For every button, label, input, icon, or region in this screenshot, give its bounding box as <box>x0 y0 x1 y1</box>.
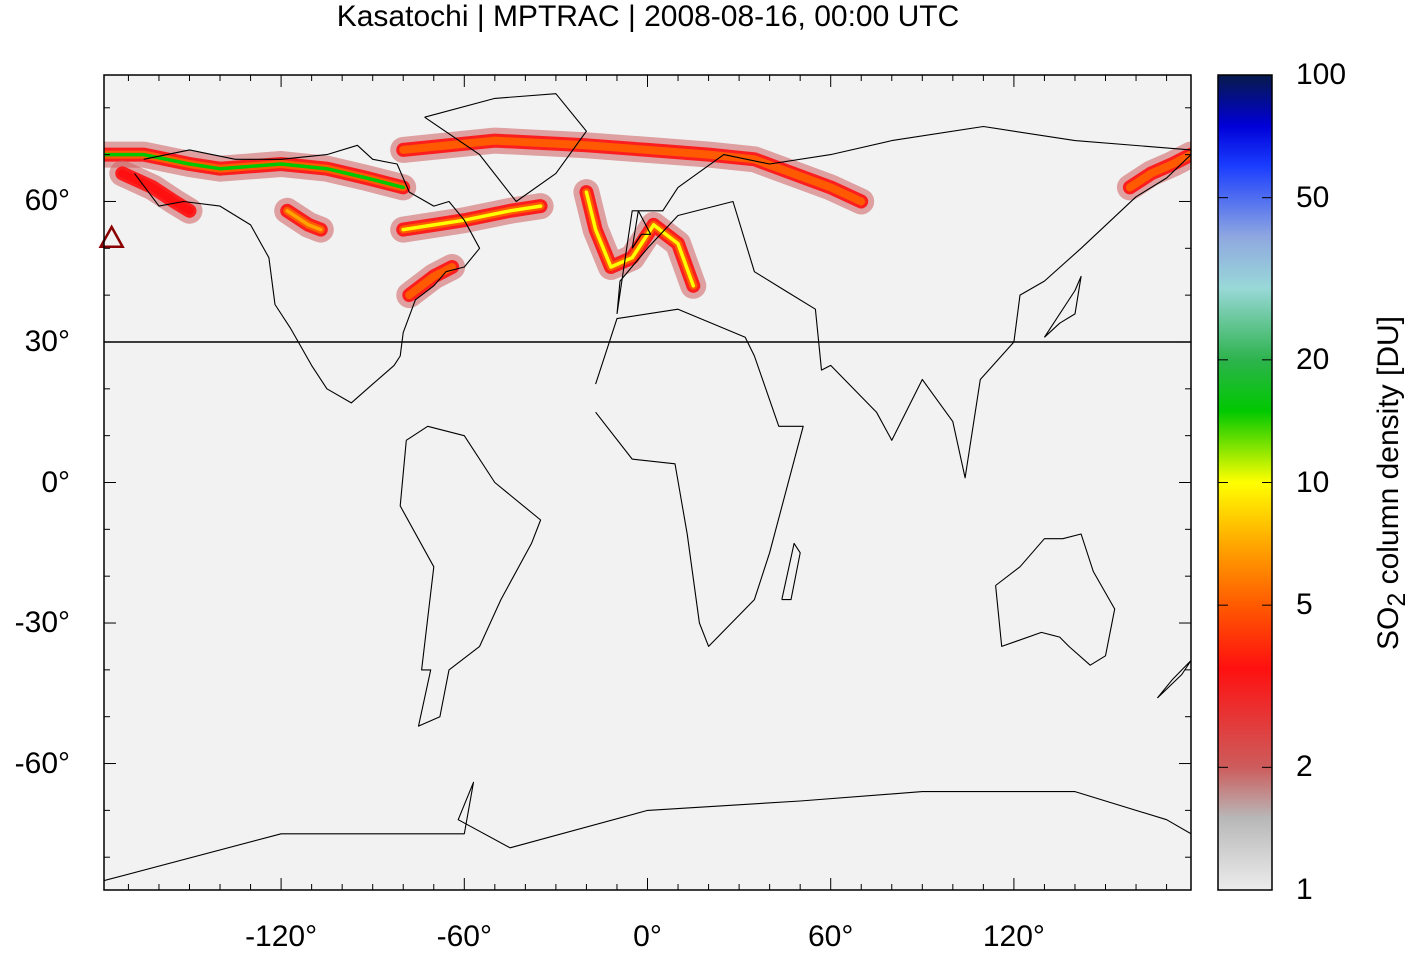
map-title: Kasatochi | MPTRAC | 2008-08-16, 00:00 U… <box>336 0 960 33</box>
colorbar-title-main: SO <box>1372 606 1405 651</box>
y-tick-label: 0° <box>41 465 70 499</box>
colorbar-tick-label: 10 <box>1296 465 1330 499</box>
plume-east-siberia-band-3 <box>1128 152 1191 190</box>
y-tick-label: -60° <box>14 746 70 780</box>
colorbar-tick-label: 50 <box>1296 180 1330 214</box>
colorbar-tick-label: 1 <box>1296 873 1313 906</box>
y-tick-label: -30° <box>14 606 70 640</box>
coastline-madagascar <box>781 542 801 601</box>
map-background <box>104 75 1191 890</box>
coastline-australia <box>995 533 1116 666</box>
colorbar-tick-label: 2 <box>1296 750 1313 784</box>
colorbar-title: SO2 column density [DU] <box>1372 316 1411 650</box>
coastline-japan <box>1043 275 1082 338</box>
plume-newfoundland-band-3 <box>407 265 454 297</box>
plume-alaska-yukon-band-3 <box>104 152 405 190</box>
coastline-layer <box>104 93 1191 882</box>
volcano-marker-triangle <box>98 224 125 249</box>
colorbar-ticks <box>1218 74 1272 891</box>
colorbar-title-sub: 2 <box>1383 592 1411 607</box>
colorbar-title-rest: column density [DU] <box>1372 315 1405 593</box>
coastline-greenland <box>424 93 587 203</box>
x-tick-label: -60° <box>436 920 492 953</box>
colorbar-tick-label: 20 <box>1296 342 1330 376</box>
colorbar-tick-label: 5 <box>1296 588 1313 622</box>
plume-aleutian-arc-band-3 <box>120 171 192 213</box>
y-tick-label: 60° <box>24 184 70 218</box>
plume-canada-west-blob-band-3 <box>285 209 323 232</box>
coastline-new-zealand <box>1156 659 1191 699</box>
x-tick-label: -120° <box>245 920 318 953</box>
x-tick-label: 120° <box>982 920 1045 953</box>
y-tick-label: 30° <box>24 324 70 358</box>
coastline-north-america <box>134 144 481 404</box>
colorbar-tick-label: 100 <box>1296 58 1347 91</box>
coastline-antarctica <box>104 781 1191 882</box>
plume-north-atlantic-europe-band-3 <box>584 190 696 288</box>
coastline-eurasia <box>616 125 1191 479</box>
x-tick-label: 0° <box>633 920 662 953</box>
coastline-south-america <box>399 425 542 727</box>
coastline-british-isles <box>631 210 652 249</box>
coastline-africa <box>595 308 804 647</box>
axis-ticks <box>104 75 1191 890</box>
map-frame <box>103 74 1192 891</box>
plume-arctic-greenland-band-3 <box>401 138 863 204</box>
x-tick-label: 60° <box>808 920 854 953</box>
